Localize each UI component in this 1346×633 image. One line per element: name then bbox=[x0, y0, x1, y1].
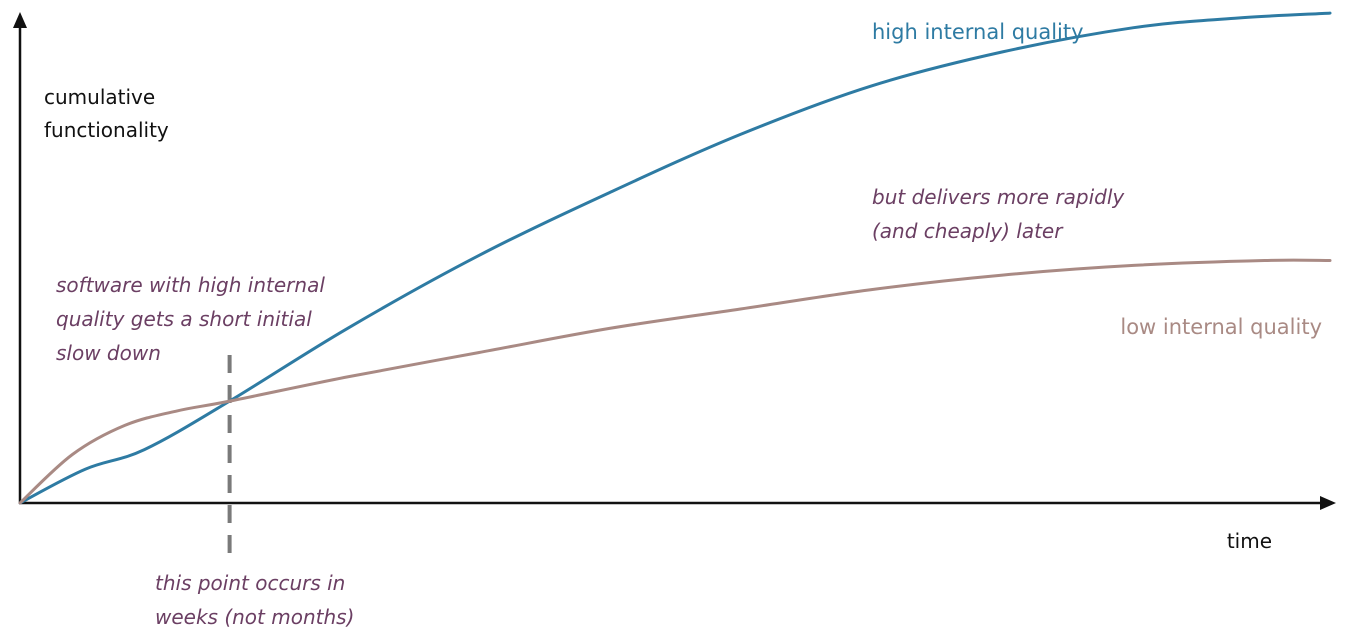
series-label-high: high internal quality bbox=[872, 20, 1084, 44]
series-label-low: low internal quality bbox=[1120, 315, 1322, 339]
note-crossover-line-2: weeks (not months) bbox=[155, 605, 354, 629]
y-axis-label-line-1: cumulative bbox=[44, 85, 155, 109]
note-later-line-1: but delivers more rapidly bbox=[872, 185, 1125, 209]
axes bbox=[13, 12, 1336, 560]
note-crossover-line-1: this point occurs in bbox=[155, 571, 345, 595]
x-axis-arrowhead bbox=[1320, 496, 1336, 510]
note-later-line-2: (and cheaply) later bbox=[872, 219, 1064, 243]
y-axis-label-line-2: functionality bbox=[44, 118, 169, 142]
chart-text: cumulative functionality time high internal… bbox=[44, 20, 1322, 629]
note-slowdown-line-3: slow down bbox=[56, 341, 161, 365]
note-slowdown-line-1: software with high internal bbox=[56, 273, 325, 297]
y-axis-arrowhead bbox=[13, 12, 27, 28]
x-axis-label: time bbox=[1227, 529, 1272, 553]
low-quality-line bbox=[18, 258, 1332, 505]
high-quality-line bbox=[18, 11, 1332, 505]
note-slowdown-line-2: quality gets a short initial bbox=[56, 307, 312, 331]
series-lines bbox=[18, 11, 1332, 505]
